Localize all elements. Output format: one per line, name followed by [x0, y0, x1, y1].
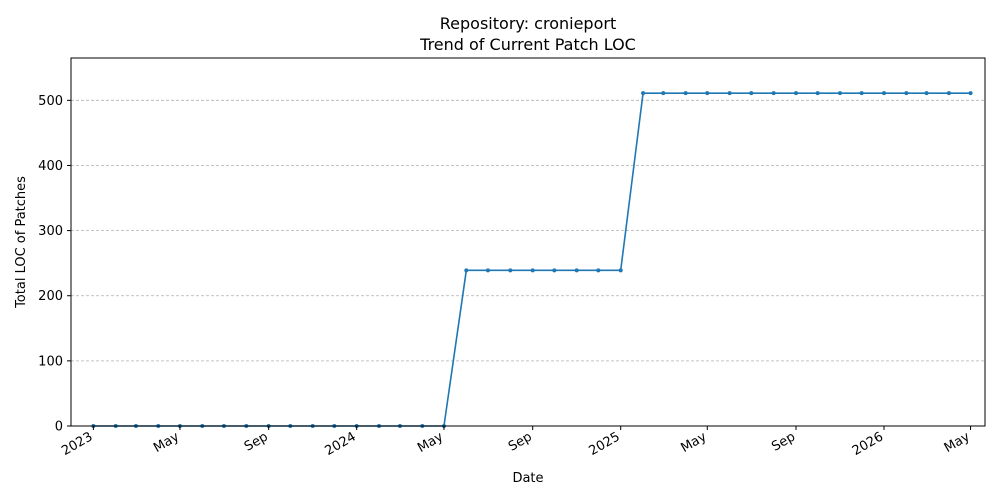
x-tick-label: Sep [242, 429, 271, 454]
data-point [859, 91, 864, 96]
y-tick-label: 500 [38, 94, 63, 109]
x-tick-label: May [942, 429, 973, 456]
data-point [485, 268, 490, 273]
data-point [793, 91, 798, 96]
series-line [93, 92, 971, 427]
data-point [882, 91, 887, 96]
data-point [464, 268, 469, 273]
y-axis-ticks: 0 100 200 300 400 500 [38, 94, 71, 435]
data-point [946, 91, 951, 96]
x-tick-label: Sep [769, 429, 798, 454]
data-point [574, 268, 579, 273]
y-tick-label: 0 [55, 420, 63, 435]
grid-lines [71, 99, 985, 362]
x-tick-label: 2024 [323, 429, 359, 459]
data-point [641, 91, 646, 96]
data-point [771, 91, 776, 96]
y-tick-label: 200 [38, 289, 63, 304]
y-axis-label: Total LOC of Patches [14, 176, 29, 309]
x-tick-label: May [415, 429, 446, 456]
data-point [705, 91, 710, 96]
chart-title-line2: Trend of Current Patch LOC [419, 35, 636, 54]
x-tick-label: 2025 [587, 429, 623, 459]
data-point [618, 268, 623, 273]
x-tick-label: Sep [506, 429, 535, 454]
x-tick-label: May [678, 429, 709, 456]
y-tick-label: 100 [38, 354, 63, 369]
x-tick-label: 2023 [59, 429, 95, 459]
y-tick-label: 400 [38, 159, 63, 174]
data-point [683, 91, 688, 96]
x-tick-label: 2026 [850, 429, 886, 459]
data-point [904, 91, 909, 96]
data-point [749, 91, 754, 96]
series-layer [91, 91, 973, 428]
data-point [530, 268, 535, 273]
data-point [924, 91, 929, 96]
x-axis-label: Date [512, 471, 543, 486]
data-point [661, 91, 666, 96]
y-tick-label: 300 [38, 224, 63, 239]
data-point [596, 268, 601, 273]
chart-title-line1: Repository: cronieport [440, 14, 616, 33]
plot-frame [70, 57, 986, 427]
data-point [508, 268, 513, 273]
x-tick-label: May [151, 429, 182, 456]
data-point [815, 91, 820, 96]
data-point [552, 268, 557, 273]
data-point [727, 91, 732, 96]
data-point [968, 91, 973, 96]
data-point [838, 91, 843, 96]
x-axis-ticks: 2023 May Sep 2024 May Sep 2025 May Sep 2026 May [59, 426, 973, 459]
